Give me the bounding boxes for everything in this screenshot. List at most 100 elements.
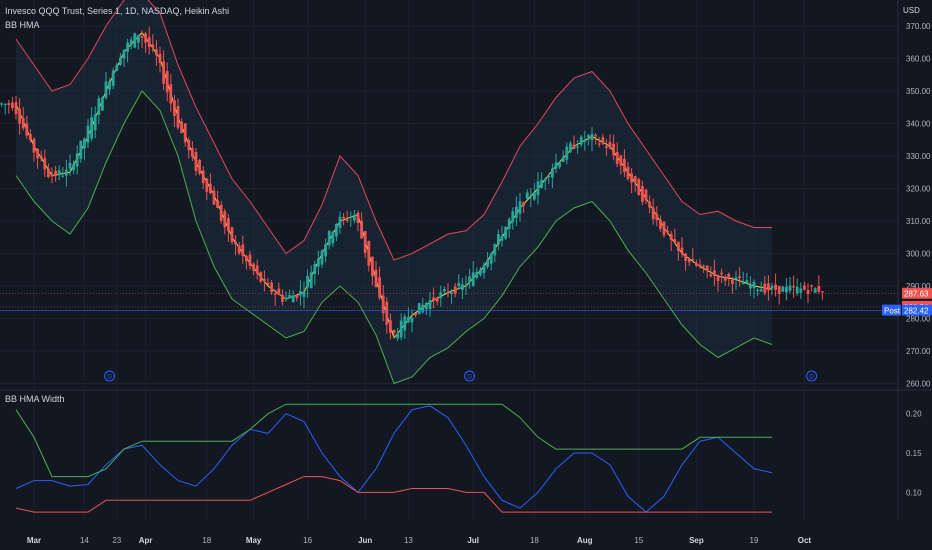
event-marker[interactable]: D	[464, 370, 476, 382]
candle-body[interactable]	[576, 146, 579, 148]
candle-body[interactable]	[569, 143, 572, 152]
candle-body[interactable]	[511, 211, 515, 223]
candle-body[interactable]	[324, 244, 327, 257]
candle-body[interactable]	[255, 265, 259, 274]
candle-body[interactable]	[821, 291, 824, 293]
candle-body[interactable]	[367, 240, 371, 266]
price-tick[interactable]: 320.00	[906, 185, 931, 194]
candle-body[interactable]	[165, 71, 169, 93]
candle-body[interactable]	[396, 333, 399, 339]
candle-body[interactable]	[399, 320, 403, 338]
candle-body[interactable]	[36, 148, 39, 159]
time-tick[interactable]: Jul	[467, 536, 479, 545]
candle-body[interactable]	[237, 245, 241, 254]
candle-body[interactable]	[651, 207, 655, 220]
candle-body[interactable]	[43, 158, 47, 170]
candle-body[interactable]	[763, 283, 767, 293]
candle-body[interactable]	[698, 264, 702, 267]
candle-body[interactable]	[720, 272, 723, 275]
candle-body[interactable]	[590, 133, 594, 141]
candle-body[interactable]	[687, 259, 691, 263]
candle-body[interactable]	[205, 178, 209, 192]
candle-body[interactable]	[90, 117, 93, 139]
candle-body[interactable]	[428, 300, 432, 309]
price-tick[interactable]: 360.00	[906, 55, 931, 64]
candle-body[interactable]	[25, 123, 29, 136]
candle-body[interactable]	[605, 146, 608, 148]
candle-body[interactable]	[39, 155, 43, 159]
candle-body[interactable]	[191, 148, 194, 157]
candle-body[interactable]	[468, 276, 471, 282]
candle-body[interactable]	[403, 316, 407, 331]
candle-body[interactable]	[68, 163, 72, 169]
time-tick[interactable]: Sep	[689, 536, 704, 545]
candle-body[interactable]	[745, 280, 749, 283]
candle-body[interactable]	[169, 84, 173, 104]
candle-body[interactable]	[277, 288, 281, 295]
candle-body[interactable]	[392, 330, 396, 334]
candle-body[interactable]	[223, 211, 227, 228]
candle-body[interactable]	[212, 190, 216, 205]
candle-body[interactable]	[579, 136, 583, 145]
last-price-tag[interactable]: 287.63	[904, 290, 929, 299]
candle-body[interactable]	[612, 143, 615, 156]
candle-body[interactable]	[356, 212, 360, 224]
candle-body[interactable]	[536, 181, 540, 196]
candle-body[interactable]	[133, 33, 137, 48]
candle-body[interactable]	[752, 282, 756, 288]
candle-body[interactable]	[248, 254, 252, 266]
heikin-ashi-candles[interactable]	[0, 26, 824, 341]
candle-body[interactable]	[230, 227, 234, 243]
candle-body[interactable]	[453, 286, 457, 294]
candle-body[interactable]	[180, 121, 183, 134]
candle-body[interactable]	[14, 102, 18, 115]
candle-body[interactable]	[446, 292, 450, 294]
candle-body[interactable]	[349, 216, 353, 218]
candle-body[interactable]	[781, 286, 785, 292]
candle-body[interactable]	[817, 286, 821, 292]
candle-body[interactable]	[597, 143, 601, 145]
candle-body[interactable]	[723, 277, 727, 281]
candle-body[interactable]	[734, 277, 738, 280]
candle-body[interactable]	[551, 168, 554, 178]
candle-body[interactable]	[50, 175, 54, 177]
candle-body[interactable]	[234, 241, 237, 245]
candle-body[interactable]	[306, 276, 309, 288]
candle-body[interactable]	[122, 49, 126, 59]
candle-body[interactable]	[792, 286, 795, 288]
candle-body[interactable]	[594, 135, 597, 137]
candle-body[interactable]	[21, 117, 25, 129]
candle-body[interactable]	[11, 102, 14, 109]
candle-body[interactable]	[810, 285, 813, 287]
candle-body[interactable]	[173, 100, 176, 116]
candle-body[interactable]	[313, 264, 317, 275]
candle-body[interactable]	[749, 284, 752, 289]
candle-body[interactable]	[126, 42, 129, 52]
candle-body[interactable]	[216, 200, 219, 208]
candle-body[interactable]	[259, 272, 263, 282]
candle-body[interactable]	[83, 138, 86, 149]
candle-body[interactable]	[57, 170, 61, 176]
candle-body[interactable]	[662, 221, 666, 236]
candle-body[interactable]	[813, 288, 817, 293]
price-tick[interactable]: 340.00	[906, 120, 931, 129]
candle-body[interactable]	[115, 64, 119, 72]
candle-body[interactable]	[425, 303, 428, 310]
candle-body[interactable]	[371, 256, 374, 277]
axes[interactable]: 370.00 360.00 350.00 340.00 330.00 320.00 310.…	[27, 22, 932, 545]
candle-body[interactable]	[716, 275, 720, 281]
candle-body[interactable]	[421, 304, 425, 313]
candle-body[interactable]	[353, 214, 356, 221]
price-tick[interactable]: 300.00	[906, 250, 931, 259]
candle-body[interactable]	[741, 283, 745, 285]
candle-body[interactable]	[245, 256, 248, 262]
candle-body[interactable]	[486, 259, 489, 267]
candle-body[interactable]	[504, 226, 507, 239]
candle-body[interactable]	[695, 262, 698, 266]
candle-body[interactable]	[525, 192, 529, 199]
candle-body[interactable]	[331, 232, 335, 244]
candle-body[interactable]	[187, 140, 191, 151]
candle-body[interactable]	[93, 114, 97, 131]
